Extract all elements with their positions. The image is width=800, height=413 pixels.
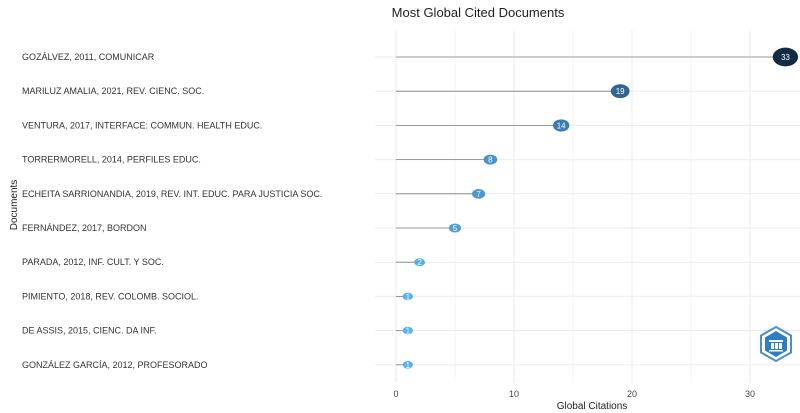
- value-label: 8: [488, 156, 493, 165]
- lollipop-dot: [402, 292, 413, 301]
- document-label: GONZÁLEZ GARCÍA, 2012, PROFESORADO: [22, 360, 208, 370]
- lollipop-stems: [396, 56, 786, 366]
- value-label: 33: [781, 53, 790, 62]
- document-label: TORRERMORELL, 2014, PERFILES EDUC.: [22, 155, 201, 165]
- value-label: 1: [406, 292, 411, 301]
- x-tick-label: 20: [627, 389, 637, 399]
- x-tick-label: 10: [509, 389, 519, 399]
- value-label: 7: [476, 190, 481, 199]
- value-label: 19: [616, 87, 625, 96]
- lollipop-dot: [772, 47, 799, 67]
- lollipop-dot: [483, 154, 498, 165]
- value-label: 14: [557, 121, 566, 130]
- chart-title: Most Global Cited Documents: [392, 5, 565, 20]
- x-axis-title: Global Citations: [557, 401, 628, 412]
- value-label: 1: [406, 361, 411, 370]
- document-label: GOZÁLVEZ, 2011, COMUNICAR: [22, 52, 155, 62]
- x-tick-label: 30: [745, 389, 755, 399]
- x-tick-label: 0: [393, 389, 398, 399]
- y-axis-title: Documents: [9, 180, 20, 231]
- lollipop-dot: [472, 188, 486, 199]
- document-label: PARADA, 2012, INF. CULT. Y SOC.: [22, 257, 164, 267]
- document-labels: GOZÁLVEZ, 2011, COMUNICAR MARILUZ AMALIA,…: [22, 52, 322, 370]
- document-label: FERNÁNDEZ, 2017, BORDON: [22, 223, 147, 233]
- document-label: ECHEITA SARRIONANDIA, 2019, REV. INT. ED…: [22, 189, 322, 199]
- lollipop-dot: [402, 360, 413, 369]
- lollipop-dot: [414, 258, 426, 267]
- lollipop-dots: 33 19 14 8 7 5 2 1 1 1: [402, 47, 799, 370]
- document-label: MARILUZ AMALIA, 2021, REV. CIENC. SOC.: [22, 86, 204, 96]
- value-label: 1: [406, 327, 411, 336]
- grid-lines: [375, 30, 800, 383]
- document-label: PIMIENTO, 2018, REV. COLOMB. SOCIOL.: [22, 291, 199, 301]
- lollipop-dot: [610, 84, 630, 99]
- lollipop-dot: [448, 223, 462, 233]
- document-label: VENTURA, 2017, INTERFACE: COMMUN. HEALTH…: [22, 120, 262, 130]
- value-label: 2: [417, 258, 422, 267]
- x-tick-labels: 0 10 20 30: [393, 389, 755, 399]
- value-label: 5: [453, 224, 458, 233]
- lollipop-dot: [552, 119, 570, 132]
- document-label: DE ASSIS, 2015, CIENC. DA INF.: [22, 326, 157, 336]
- bibliometrix-logo-icon: [760, 325, 792, 363]
- lollipop-dot: [402, 326, 413, 335]
